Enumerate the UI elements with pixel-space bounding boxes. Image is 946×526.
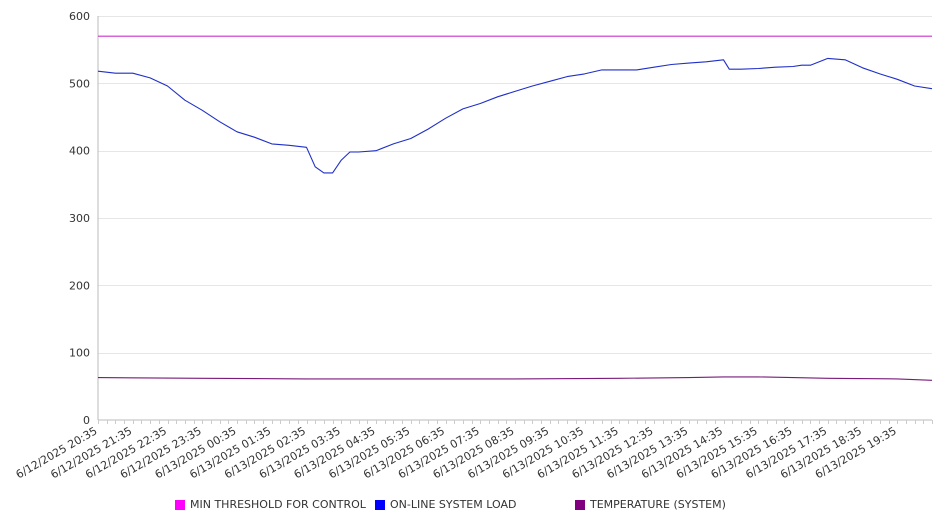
y-axis-tick-labels: 0 100 200 300 400 500 600 — [69, 10, 90, 427]
y-tick-label: 400 — [69, 145, 90, 158]
y-tick-label: 100 — [69, 347, 90, 360]
series-lines — [97, 35, 933, 381]
legend: MIN THRESHOLD FOR CONTROL ON-LINE SYSTEM… — [175, 498, 935, 514]
legend-label-temperature: TEMPERATURE (SYSTEM) — [590, 498, 726, 511]
legend-item-temperature: TEMPERATURE (SYSTEM) — [575, 498, 726, 511]
legend-swatch-temperature — [575, 499, 585, 510]
y-tick-label: 300 — [69, 212, 90, 225]
legend-swatch-min-threshold — [175, 499, 185, 510]
legend-item-system-load: ON-LINE SYSTEM LOAD — [375, 498, 516, 511]
y-tick-label: 200 — [69, 279, 90, 292]
legend-label-system-load: ON-LINE SYSTEM LOAD — [390, 498, 517, 511]
gridlines — [98, 16, 932, 354]
legend-label-min-threshold: MIN THRESHOLD FOR CONTROL — [190, 498, 366, 511]
series-temperature-line — [97, 376, 933, 381]
y-tick-label: 500 — [69, 77, 90, 90]
x-axis-tick-labels: 6/12/2025 20:356/12/2025 21:356/12/2025 … — [14, 424, 899, 481]
series-system-load-line — [97, 57, 933, 174]
y-tick-label: 600 — [69, 10, 90, 23]
y-tick-label: 0 — [83, 414, 90, 427]
x-axis-ticks — [98, 420, 933, 424]
legend-swatch-system-load — [375, 499, 385, 510]
legend-item-min-threshold: MIN THRESHOLD FOR CONTROL — [175, 498, 366, 511]
